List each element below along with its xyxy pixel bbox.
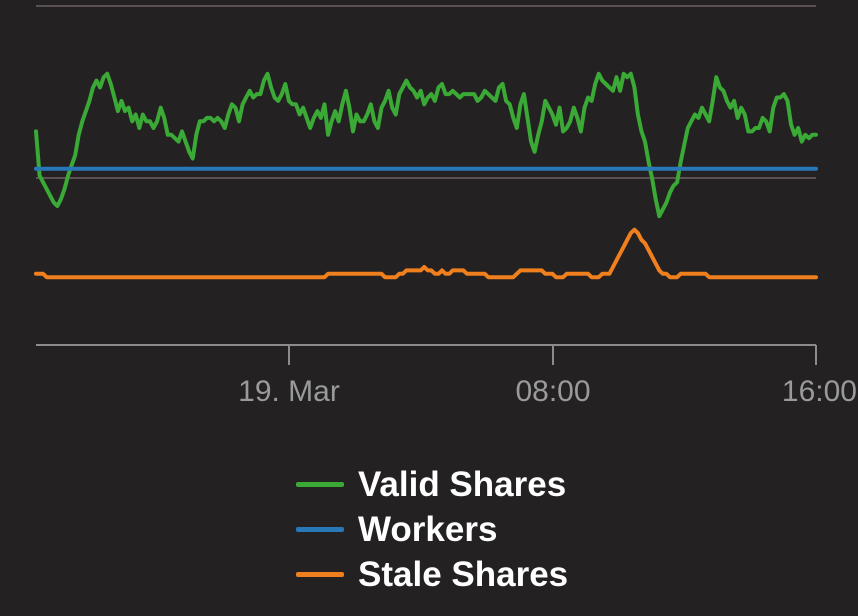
- series-line-valid-shares: [34, 71, 818, 219]
- legend-swatch-workers: [296, 527, 344, 532]
- legend-swatch-valid-shares: [296, 482, 344, 487]
- legend-label: Valid Shares: [358, 464, 567, 504]
- legend: Valid Shares Workers Stale Shares: [296, 462, 568, 597]
- legend-label: Workers: [358, 509, 498, 549]
- x-tick-label: 16:00: [782, 375, 857, 408]
- legend-item-valid-shares[interactable]: Valid Shares: [296, 462, 568, 507]
- legend-item-stale-shares[interactable]: Stale Shares: [296, 552, 568, 597]
- series-line-stale-shares: [34, 227, 818, 280]
- legend-label: Stale Shares: [358, 554, 569, 594]
- x-tick-label: 19. Mar: [238, 375, 340, 408]
- legend-item-workers[interactable]: Workers: [296, 507, 568, 552]
- x-tick-label: 08:00: [515, 375, 590, 408]
- plot-area: 19. Mar 08:00 16:00: [34, 5, 857, 408]
- legend-swatch-stale-shares: [296, 572, 344, 577]
